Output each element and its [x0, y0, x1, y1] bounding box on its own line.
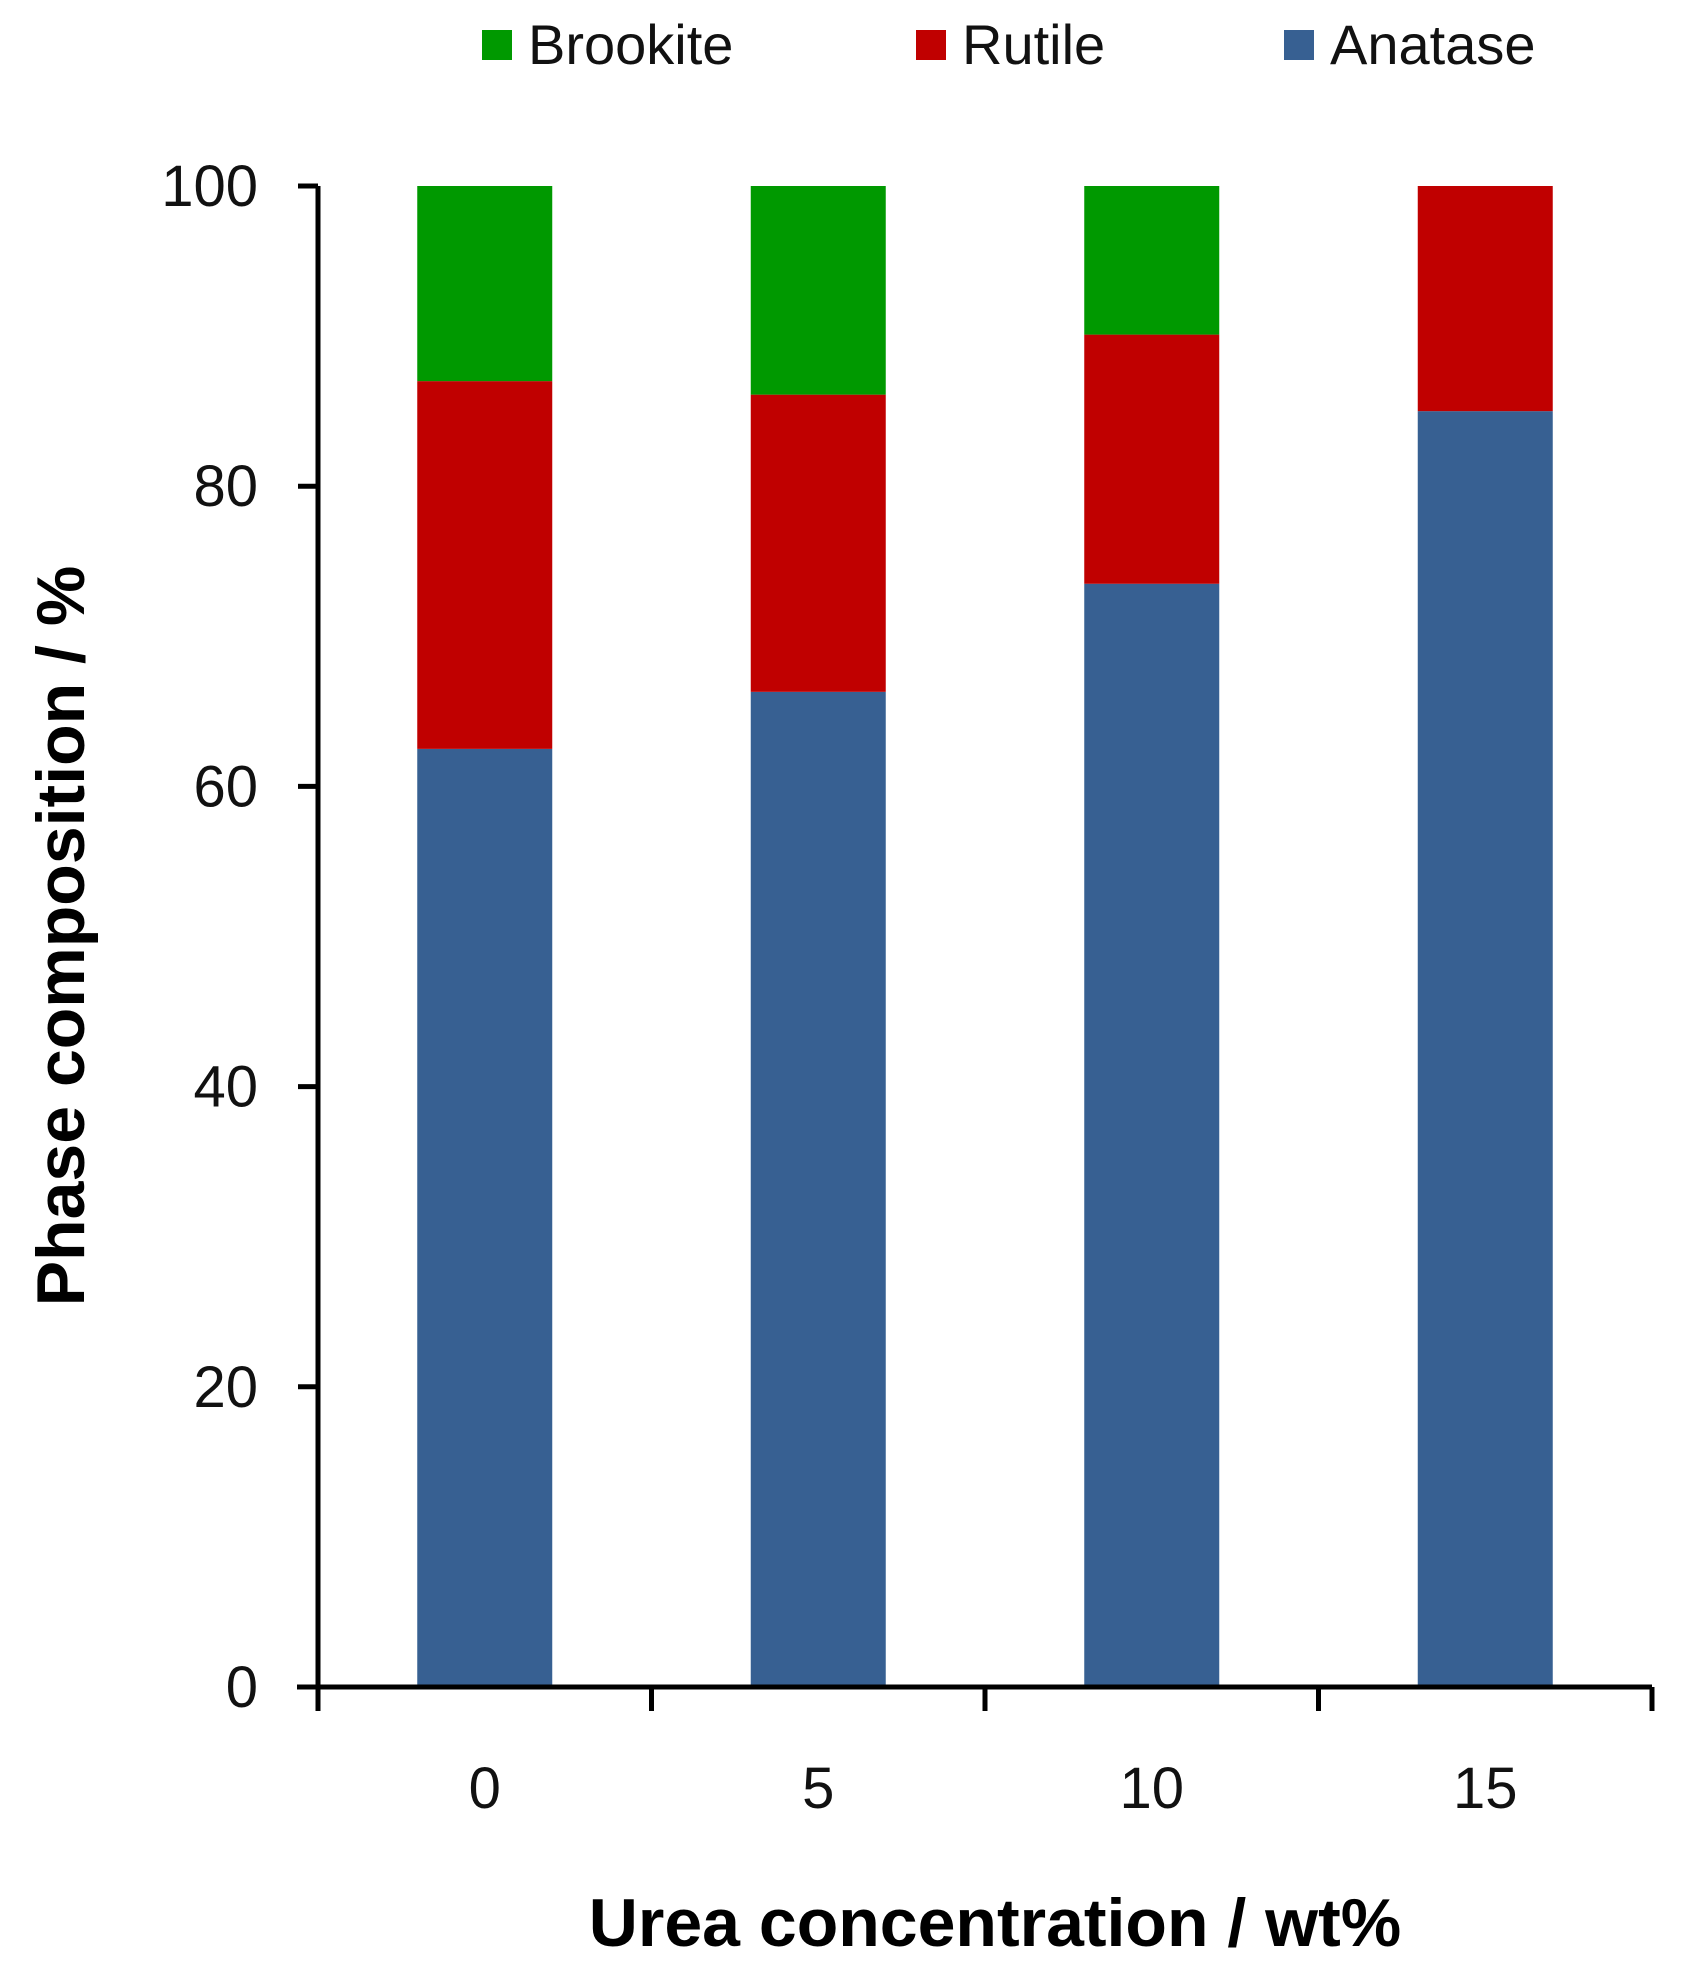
- x-axis-title: Urea concentration / wt%: [589, 1885, 1401, 1961]
- x-tick-label: 10: [1119, 1756, 1184, 1821]
- x-tick-label: 15: [1453, 1756, 1518, 1821]
- x-tick-label: 5: [802, 1756, 834, 1821]
- legend-label-rutile: Rutile: [962, 13, 1105, 76]
- y-tick-label: 40: [193, 1055, 258, 1120]
- y-tick-label: 20: [193, 1355, 258, 1420]
- y-tick-label: 0: [226, 1655, 258, 1720]
- legend-swatch-rutile: [916, 30, 946, 60]
- axes: [297, 186, 1652, 1690]
- bar-brookite-5: [750, 186, 886, 395]
- bars: [417, 186, 1553, 1687]
- bar-rutile-0: [417, 381, 553, 749]
- y-tick-label: 80: [193, 454, 258, 519]
- legend-swatch-anatase: [1284, 30, 1314, 60]
- bar-anatase-10: [1084, 583, 1220, 1687]
- y-axis-title: Phase composition / %: [23, 566, 99, 1307]
- bar-rutile-5: [750, 394, 886, 692]
- bar-anatase-0: [417, 748, 553, 1687]
- bar-brookite-0: [417, 186, 553, 382]
- legend-swatch-brookite: [482, 30, 512, 60]
- legend: Brookite Rutile Anatase: [482, 13, 1536, 76]
- x-tick-label: 0: [469, 1756, 501, 1821]
- y-ticks: 0 20 40 60 80 100: [161, 154, 318, 1720]
- y-tick-label: 100: [161, 154, 258, 219]
- legend-label-brookite: Brookite: [528, 13, 733, 76]
- legend-label-anatase: Anatase: [1330, 13, 1536, 76]
- bar-anatase-15: [1417, 411, 1553, 1687]
- bar-rutile-10: [1084, 334, 1220, 584]
- bar-brookite-10: [1084, 186, 1220, 335]
- bar-anatase-5: [750, 691, 886, 1687]
- x-ticks: 0 5 10 15: [315, 1687, 1655, 1821]
- bar-rutile-15: [1417, 186, 1553, 412]
- y-tick-label: 60: [193, 754, 258, 819]
